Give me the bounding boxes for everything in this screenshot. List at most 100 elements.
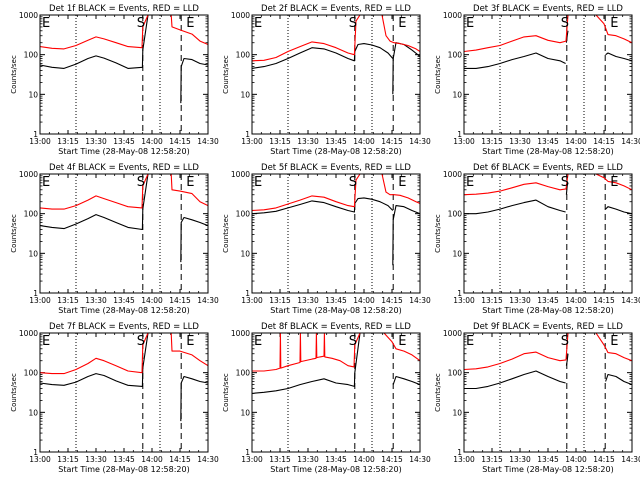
series-line-lld bbox=[40, 15, 208, 50]
y-tick-label: 1000 bbox=[19, 170, 38, 179]
end-marker-label-left: E bbox=[42, 334, 50, 349]
x-tick-label: 13:45 bbox=[113, 296, 135, 305]
y-axis-label: Counts/sec bbox=[10, 214, 18, 253]
x-tick-label: 14:00 bbox=[565, 455, 587, 464]
x-tick-label: 14:00 bbox=[141, 455, 163, 464]
y-tick-label: 10 bbox=[452, 408, 462, 417]
start-marker-label: S bbox=[137, 334, 145, 349]
x-tick-label: 14:30 bbox=[621, 296, 640, 305]
series-line-lld bbox=[252, 333, 420, 372]
x-tick-label: 13:00 bbox=[241, 455, 263, 464]
y-tick-label: 100 bbox=[448, 369, 463, 378]
panel-1: Det 1f BLACK = Events, RED = LLD Counts/s… bbox=[10, 4, 219, 156]
x-tick-label: 13:30 bbox=[85, 137, 107, 146]
x-tick-label: 13:00 bbox=[29, 296, 51, 305]
x-tick-label: 14:30 bbox=[409, 137, 431, 146]
plot-frame bbox=[463, 332, 633, 453]
end-marker-label-left: E bbox=[254, 16, 262, 31]
end-marker-label: E bbox=[610, 16, 618, 31]
x-tick-label: 13:15 bbox=[57, 455, 79, 464]
y-tick-label: 100 bbox=[236, 369, 251, 378]
x-tick-label: 13:00 bbox=[241, 137, 263, 146]
panel-title: Det 3f BLACK = Events, RED = LLD bbox=[473, 4, 623, 14]
panel-3: Det 3f BLACK = Events, RED = LLD Counts/s… bbox=[434, 4, 640, 156]
start-marker-label: S bbox=[137, 175, 145, 190]
x-tick-label: 14:00 bbox=[565, 137, 587, 146]
plot-frame bbox=[251, 173, 421, 294]
x-tick-label: 13:00 bbox=[453, 137, 475, 146]
y-tick-label: 1 bbox=[457, 289, 462, 298]
plot-frame bbox=[39, 173, 209, 294]
end-marker-label: E bbox=[610, 175, 618, 190]
panel-title: Det 4f BLACK = Events, RED = LLD bbox=[49, 163, 199, 173]
start-marker-label: S bbox=[561, 334, 569, 349]
panel-9: Det 9f BLACK = Events, RED = LLD Counts/s… bbox=[434, 322, 640, 474]
x-tick-label: 13:00 bbox=[453, 455, 475, 464]
x-axis-label: Start Time (28-May-08 12:58:20) bbox=[58, 147, 189, 156]
x-tick-label: 13:45 bbox=[325, 296, 347, 305]
y-tick-label: 100 bbox=[236, 51, 251, 60]
x-tick-label: 13:15 bbox=[269, 137, 291, 146]
end-marker-label-left: E bbox=[466, 334, 474, 349]
x-tick-label: 13:00 bbox=[29, 137, 51, 146]
panel-6: Det 6f BLACK = Events, RED = LLD Counts/s… bbox=[434, 163, 640, 315]
x-tick-label: 14:15 bbox=[169, 455, 191, 464]
plot-frame bbox=[463, 173, 633, 294]
x-tick-label: 14:30 bbox=[621, 455, 640, 464]
y-tick-label: 10 bbox=[28, 408, 38, 417]
series-line-events bbox=[565, 182, 569, 195]
x-tick-label: 13:00 bbox=[29, 455, 51, 464]
panel-8: Det 8f BLACK = Events, RED = LLD Counts/s… bbox=[222, 322, 431, 474]
series-line-lld bbox=[252, 15, 420, 62]
y-tick-label: 1 bbox=[457, 130, 462, 139]
plot-frame bbox=[251, 332, 421, 453]
x-tick-label: 13:30 bbox=[85, 296, 107, 305]
end-marker-label-left: E bbox=[466, 175, 474, 190]
panel-title: Det 6f BLACK = Events, RED = LLD bbox=[473, 163, 623, 173]
x-tick-label: 13:30 bbox=[509, 455, 531, 464]
x-tick-label: 14:30 bbox=[621, 137, 640, 146]
x-axis-label: Start Time (28-May-08 12:58:20) bbox=[482, 465, 613, 474]
panel-4: Det 4f BLACK = Events, RED = LLD Counts/s… bbox=[10, 163, 219, 315]
y-tick-label: 10 bbox=[28, 90, 38, 99]
end-marker-label: E bbox=[610, 334, 618, 349]
x-tick-label: 13:00 bbox=[453, 296, 475, 305]
end-marker-label: E bbox=[186, 334, 194, 349]
series-line-events bbox=[40, 15, 172, 69]
x-tick-label: 13:15 bbox=[269, 296, 291, 305]
x-axis-label: Start Time (28-May-08 12:58:20) bbox=[58, 465, 189, 474]
x-tick-label: 14:15 bbox=[381, 137, 403, 146]
plot-frame bbox=[463, 14, 633, 135]
y-tick-label: 1 bbox=[245, 289, 250, 298]
series-line-lld bbox=[464, 333, 632, 371]
y-tick-label: 1000 bbox=[443, 329, 462, 338]
y-axis-label: Counts/sec bbox=[434, 214, 442, 253]
x-tick-label: 14:30 bbox=[197, 455, 219, 464]
y-tick-label: 10 bbox=[240, 408, 250, 417]
x-tick-label: 14:00 bbox=[141, 137, 163, 146]
series-line-events bbox=[464, 199, 566, 215]
x-tick-label: 14:30 bbox=[197, 296, 219, 305]
end-marker-label-left: E bbox=[42, 175, 50, 190]
x-tick-label: 14:15 bbox=[169, 296, 191, 305]
series-line-lld bbox=[40, 333, 208, 375]
start-marker-label: S bbox=[349, 16, 357, 31]
y-tick-label: 1000 bbox=[231, 11, 250, 20]
y-tick-label: 1 bbox=[457, 448, 462, 457]
x-tick-label: 14:15 bbox=[593, 296, 615, 305]
y-tick-label: 1 bbox=[33, 448, 38, 457]
start-marker-label: S bbox=[137, 16, 145, 31]
x-tick-label: 14:15 bbox=[169, 137, 191, 146]
y-axis-label: Counts/sec bbox=[10, 373, 18, 412]
x-tick-label: 13:15 bbox=[481, 455, 503, 464]
y-axis-label: Counts/sec bbox=[10, 55, 18, 94]
y-tick-label: 10 bbox=[240, 90, 250, 99]
x-tick-label: 13:45 bbox=[113, 137, 135, 146]
series-line-events bbox=[392, 205, 420, 266]
plot-frame bbox=[39, 332, 209, 453]
x-tick-label: 13:15 bbox=[481, 296, 503, 305]
x-axis-label: Start Time (28-May-08 12:58:20) bbox=[58, 306, 189, 315]
y-tick-label: 1 bbox=[33, 130, 38, 139]
x-axis-label: Start Time (28-May-08 12:58:20) bbox=[482, 147, 613, 156]
